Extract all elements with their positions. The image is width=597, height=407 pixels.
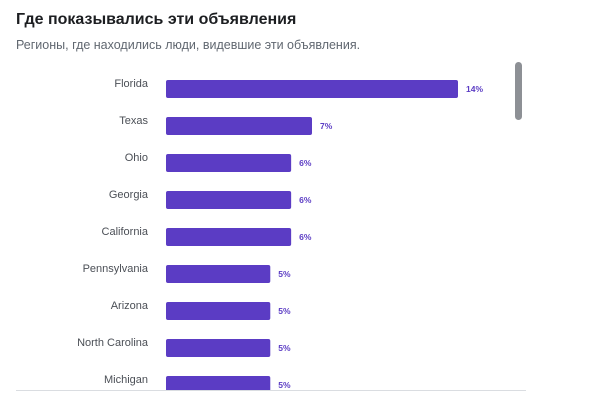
value-label: 5% (278, 343, 291, 353)
bar[interactable] (166, 265, 271, 283)
category-label: Georgia (109, 189, 149, 201)
page-title: Где показывались эти объявления (16, 11, 297, 28)
chart-scroll-area[interactable]: Florida 14% Texas 7% Ohio 6% Georgia 6% Californ… (0, 68, 530, 390)
value-label: 5% (278, 269, 291, 279)
category-label: Ohio (125, 152, 148, 164)
value-label: 14% (466, 84, 483, 94)
region-bar-chart: Florida 14% Texas 7% Ohio 6% Georgia 6% Californ… (77, 78, 483, 390)
category-label: North Carolina (77, 337, 149, 349)
category-label: California (102, 226, 149, 238)
bar[interactable] (166, 376, 271, 390)
value-label: 5% (278, 380, 291, 390)
chart-bottom-divider (16, 390, 526, 391)
value-label: 7% (320, 121, 333, 131)
category-label: Michigan (104, 374, 148, 386)
scrollbar-thumb[interactable] (515, 62, 522, 120)
category-label: Pennsylvania (83, 263, 149, 275)
category-label: Arizona (111, 300, 149, 312)
category-label: Texas (119, 115, 148, 127)
bar[interactable] (166, 339, 271, 357)
value-label: 6% (299, 232, 312, 242)
page-subtitle: Регионы, где находились люди, видевшие э… (16, 38, 361, 52)
bar[interactable] (166, 228, 292, 246)
bar[interactable] (166, 191, 292, 209)
value-label: 6% (299, 158, 312, 168)
chart-header: Где показывались эти объявления Регионы,… (16, 10, 576, 54)
category-label: Florida (114, 78, 149, 90)
value-label: 6% (299, 195, 312, 205)
chart-scrollbar[interactable] (515, 62, 522, 388)
bar[interactable] (166, 154, 292, 172)
bar[interactable] (166, 117, 312, 135)
value-label: 5% (278, 306, 291, 316)
bar[interactable] (166, 80, 458, 98)
bar[interactable] (166, 302, 271, 320)
